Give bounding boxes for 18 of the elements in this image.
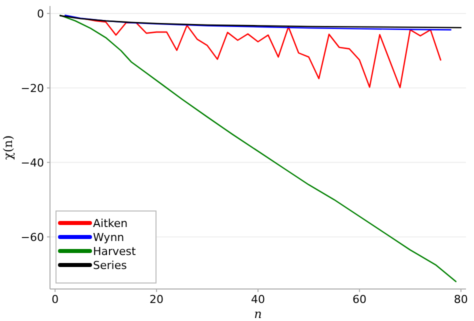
y-tick-label: −60 [20,230,44,244]
line-series [59,15,462,28]
x-tick-label: 80 [454,293,468,306]
y-tick-label: −20 [20,82,44,95]
legend-label: Aitken [93,217,128,230]
y-axis-title: χ(n) [1,135,15,160]
x-axis-title: n [254,307,262,321]
line-series [64,14,452,30]
x-tick-label: 0 [52,293,59,306]
x-tick-label: 20 [150,293,164,306]
line-series [59,14,457,282]
x-tick-label: 40 [251,293,265,306]
legend-label: Series [93,259,128,272]
y-tick-label: −40 [20,156,44,170]
legend-label: Wynn [93,231,124,244]
legend-label: Harvest [93,245,137,258]
y-tick-label: 0 [37,7,44,20]
x-tick-label: 60 [352,293,366,306]
